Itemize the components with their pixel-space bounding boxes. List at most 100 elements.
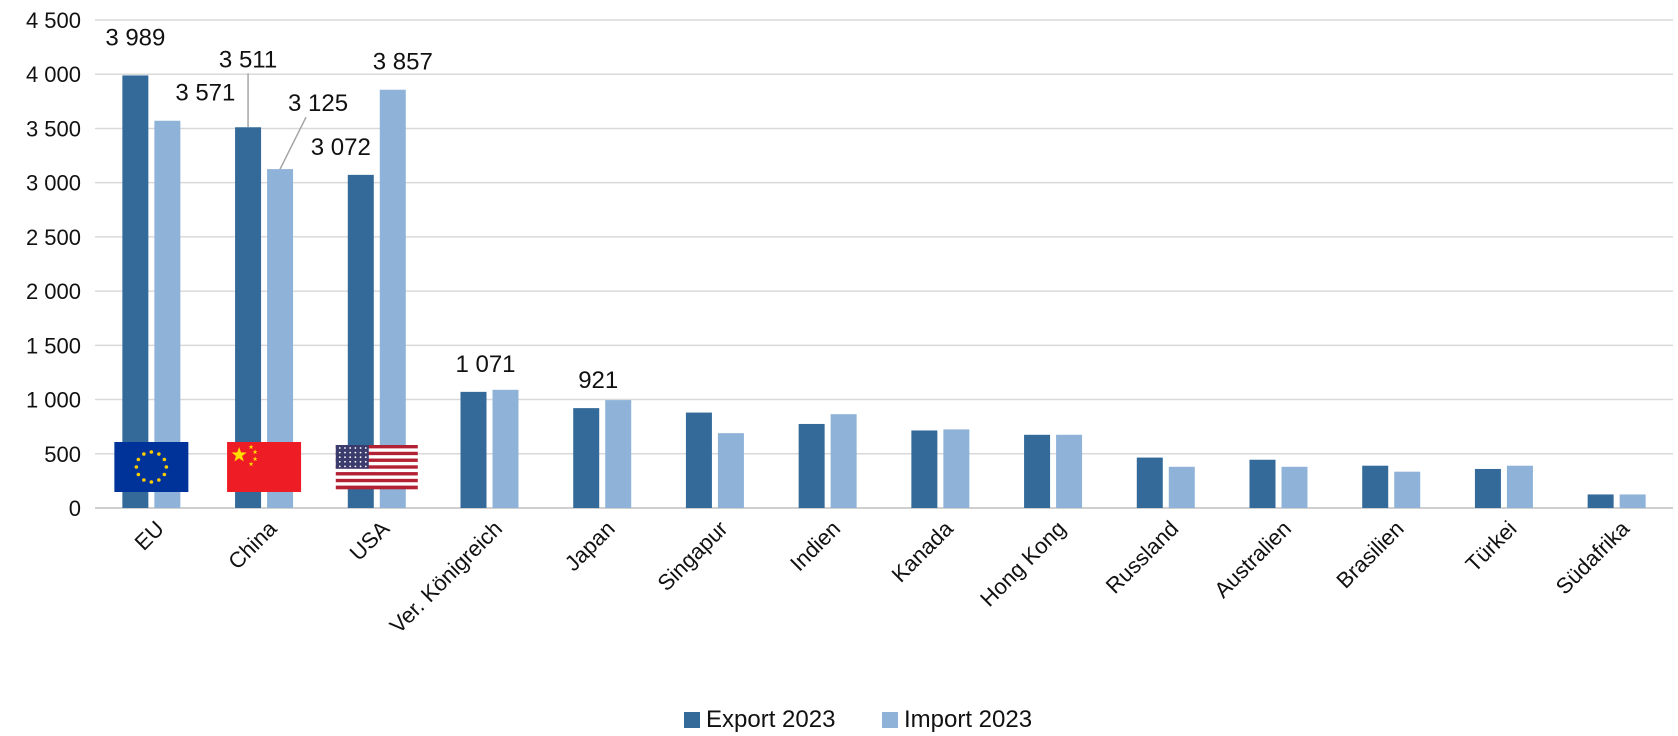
bar-export	[573, 408, 600, 508]
usa-star	[349, 447, 352, 449]
x-tick-label: Ver. Königreich	[385, 516, 507, 638]
bar-import	[605, 400, 632, 508]
bar-export	[1024, 434, 1051, 508]
usa-stripe	[335, 458, 418, 463]
usa-flag-icon	[335, 445, 418, 490]
usa-star	[364, 460, 367, 463]
china-small-star	[252, 449, 258, 455]
usa-star	[338, 456, 341, 459]
china-flag-field	[227, 442, 302, 492]
data-label: 3 125	[288, 90, 348, 117]
y-tick-label: 4 000	[26, 62, 81, 87]
y-tick-label: 2 500	[26, 225, 81, 250]
data-label: 3 989	[105, 24, 165, 51]
usa-star	[354, 465, 357, 468]
eu-star	[136, 457, 141, 462]
usa-stripe	[335, 448, 418, 453]
bar-import	[717, 433, 744, 508]
usa-star	[364, 447, 367, 449]
x-tick-label: Russland	[1101, 516, 1184, 599]
eu-flag-icon	[114, 442, 189, 492]
x-tick-label: Brasilien	[1331, 516, 1408, 593]
usa-star	[359, 456, 362, 459]
bar-export	[1249, 459, 1276, 508]
bar-import	[1168, 466, 1195, 508]
legend-label-export: Export 2023	[706, 706, 835, 733]
usa-star	[344, 451, 346, 454]
x-tick-label: Japan	[560, 516, 620, 576]
usa-star	[359, 465, 362, 468]
leader-lines	[247, 73, 307, 170]
usa-star	[344, 465, 346, 468]
x-tick-label: Australien	[1209, 516, 1296, 603]
bar-import	[379, 89, 406, 509]
usa-stripe	[335, 461, 418, 466]
data-label: 3 511	[219, 46, 277, 73]
y-tick-label: 1 500	[26, 333, 81, 358]
x-tick-label: Südafrika	[1551, 515, 1635, 599]
y-tick-label: 3 500	[26, 116, 81, 141]
x-tick-label: China	[223, 515, 282, 574]
eu-star	[136, 472, 141, 477]
usa-star	[338, 460, 341, 463]
legend-swatch-import	[882, 712, 898, 728]
usa-stripe	[335, 472, 418, 476]
bar-import	[1394, 471, 1421, 508]
bar-export	[685, 412, 712, 508]
data-label: 3 571	[175, 80, 235, 107]
china-small-star	[252, 456, 258, 462]
y-tick-label: 0	[69, 496, 81, 521]
usa-stripe	[335, 465, 418, 469]
usa-stripe	[335, 478, 418, 483]
y-tick-label: 500	[44, 442, 81, 467]
eu-star	[157, 452, 161, 456]
china-small-star	[248, 444, 254, 450]
bar-export	[460, 391, 487, 508]
usa-star	[344, 460, 346, 463]
data-label: 3 072	[311, 134, 371, 161]
bar-import	[830, 414, 857, 508]
bar-import	[1619, 494, 1646, 508]
y-tick-label: 3 000	[26, 171, 81, 196]
usa-star	[338, 465, 341, 468]
bar-export	[1136, 457, 1163, 508]
x-tick-label: Türkei	[1461, 516, 1522, 577]
china-star	[231, 447, 247, 462]
usa-star	[349, 456, 352, 459]
usa-star	[344, 447, 346, 449]
bar-export	[1362, 465, 1389, 508]
bar-export	[911, 430, 938, 508]
legend: Export 2023 Import 2023	[684, 706, 1032, 733]
usa-stripe	[335, 451, 418, 456]
eu-star	[162, 472, 167, 477]
eu-star	[142, 452, 146, 456]
y-axis-ticks: 0 500 1 000 1 500 2 000 2 500 3 000 3 500 4 000 4…	[26, 8, 81, 521]
y-tick-label: 2 000	[26, 279, 81, 304]
usa-stripe	[335, 455, 418, 459]
eu-star	[149, 450, 154, 454]
x-tick-label: Kanada	[887, 515, 959, 587]
usa-star	[359, 451, 362, 454]
x-tick-label: Singapur	[653, 516, 733, 596]
y-tick-label: 4 500	[26, 8, 81, 33]
data-labels: 3 989 3 571 3 511 3 125 3 072 3 857 1 071 921	[105, 24, 618, 394]
y-tick-label: 1 000	[26, 388, 81, 413]
usa-stripe	[335, 475, 418, 480]
bar-export	[122, 75, 149, 509]
usa-star	[359, 447, 362, 449]
usa-star	[354, 456, 357, 459]
x-tick-label: Indien	[785, 516, 845, 576]
bar-import	[1056, 434, 1083, 508]
bar-export	[798, 423, 825, 508]
usa-canton	[335, 445, 369, 469]
data-label: 1 071	[455, 351, 515, 378]
usa-star	[359, 460, 362, 463]
legend-label-import: Import 2023	[904, 706, 1032, 733]
usa-star	[344, 456, 346, 459]
eu-star	[157, 478, 161, 482]
eu-star	[164, 465, 169, 469]
bar-import	[943, 429, 970, 508]
